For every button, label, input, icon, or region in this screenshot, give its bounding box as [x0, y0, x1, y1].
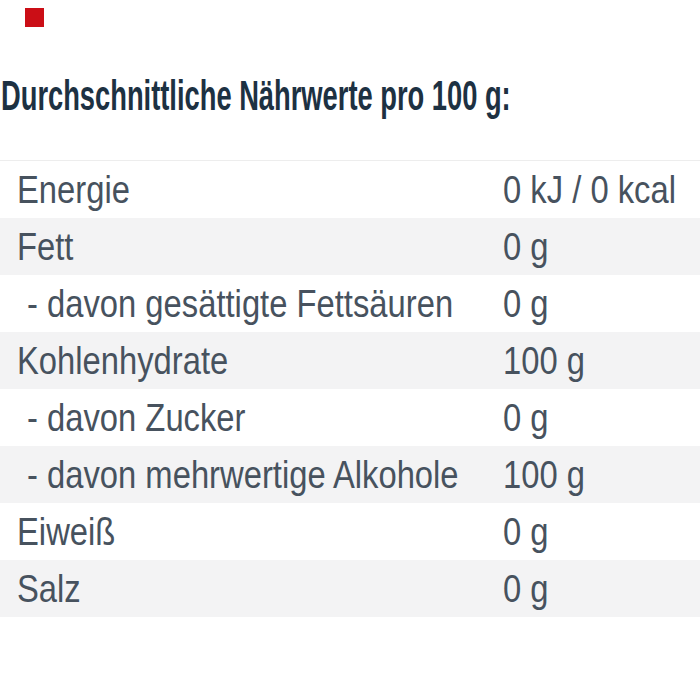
nutrient-label: Kohlenhydrate [17, 332, 269, 389]
table-row: Fett 0 g [0, 218, 700, 275]
nutrient-label: Eiweiß [17, 503, 134, 560]
nutrient-value: 100 g [503, 446, 601, 503]
page-title-text: Durchschnittliche Nährwerte pro 100 g: [1, 72, 511, 120]
table-row: - davon Zucker 0 g [0, 389, 700, 446]
nutrient-label: Fett [17, 218, 84, 275]
page-title: Durchschnittliche Nährwerte pro 100 g: [1, 72, 700, 120]
nutrient-value: 0 g [503, 389, 557, 446]
table-row: Salz 0 g [0, 560, 700, 617]
brand-logo-red-square [25, 8, 44, 27]
table-row: - davon gesättigte Fettsäuren 0 g [0, 275, 700, 332]
nutrient-value: 0 kJ / 0 kcal [503, 161, 700, 218]
nutrient-label: Salz [17, 560, 93, 617]
table-row: Eiweiß 0 g [0, 503, 700, 560]
nutrient-value: 0 g [503, 275, 557, 332]
nutrition-table: Energie 0 kJ / 0 kcal Fett 0 g - davon g… [0, 160, 700, 617]
table-row: Energie 0 kJ / 0 kcal [0, 161, 700, 218]
nutrient-value: 0 g [503, 560, 557, 617]
table-row: - davon mehrwertige Alkohole 100 g [0, 446, 700, 503]
nutrient-label: - davon gesättigte Fettsäuren [27, 275, 534, 332]
nutrient-value: 0 g [503, 218, 557, 275]
table-row: Kohlenhydrate 100 g [0, 332, 700, 389]
nutrient-label: Energie [17, 161, 151, 218]
nutrient-label: - davon mehrwertige Alkohole [27, 446, 541, 503]
nutrient-value: 0 g [503, 503, 557, 560]
nutrient-label: - davon Zucker [27, 389, 287, 446]
nutrient-value: 100 g [503, 332, 601, 389]
